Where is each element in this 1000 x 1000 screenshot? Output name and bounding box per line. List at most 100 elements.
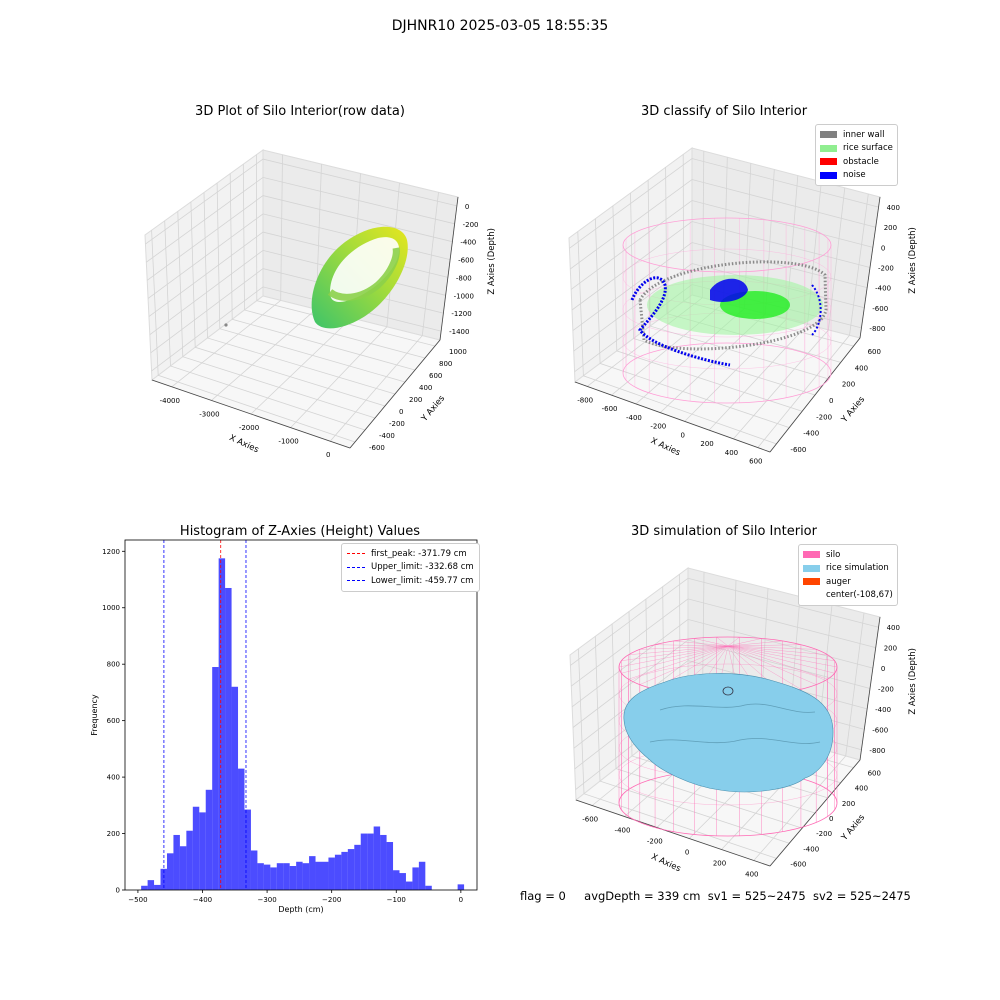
sim-ygrid — [594, 636, 790, 844]
sim-zgrid — [571, 618, 874, 708]
cls-legend-swatch — [820, 171, 837, 179]
cls-ygrid — [612, 205, 803, 412]
cls-y-axis-line — [769, 337, 861, 453]
cls-ygrid — [577, 231, 777, 445]
sim-silo-roof-line — [727, 645, 828, 655]
histogram-y-tick-label: 1000 — [102, 604, 120, 612]
sim-legend-entry: center(-108,67) — [803, 589, 893, 603]
sim-y-tick-label: 600 — [868, 770, 881, 778]
sim-silo-roof-line — [655, 644, 729, 647]
sim-y-tick-label: 0 — [829, 815, 833, 823]
histogram-bar — [354, 844, 361, 890]
sim-legend-swatch — [803, 564, 820, 572]
flag-text: flag = 0 — [520, 889, 566, 903]
histogram-x-tick-label: −300 — [257, 896, 276, 904]
cls-y-tick-label: 200 — [842, 381, 855, 389]
sim-legend-label: rice simulation — [826, 563, 889, 574]
cls-ygrid — [595, 218, 790, 428]
histogram-bar — [367, 833, 374, 890]
sim-center-marker — [722, 686, 734, 696]
histogram-y-tick-label: 0 — [116, 887, 120, 895]
raw-ygrid — [229, 173, 416, 371]
histogram-bar — [231, 686, 239, 890]
histogram-bar — [380, 834, 387, 890]
cls-legend-swatch — [820, 131, 837, 139]
raw-z-tick-label: 0 — [465, 203, 469, 211]
cls-x-tick-label: -600 — [602, 405, 618, 413]
sim-z-axis-label: Z Axies (Depth) — [908, 648, 918, 715]
histogram-bar — [457, 884, 465, 890]
raw-y-tick-label: 400 — [419, 384, 432, 392]
histogram-bar — [238, 768, 245, 890]
raw-x-tick-label: -3000 — [199, 410, 219, 418]
histogram-bar — [225, 587, 232, 890]
sim-legend-swatch — [803, 551, 820, 559]
cls-x-tick-label: 600 — [749, 458, 762, 466]
raw-z-tick-label: -1000 — [454, 292, 474, 300]
histogram-bar — [399, 873, 406, 890]
histogram-y-tick-label: 400 — [107, 774, 120, 782]
raw-y-tick-label: -400 — [379, 432, 395, 440]
histogram-bar — [276, 863, 284, 890]
cls-x-tick-label: -400 — [626, 414, 642, 422]
sim-y-tick-label: -600 — [790, 860, 806, 868]
histogram-bar — [334, 854, 342, 890]
raw-ygrid — [164, 220, 366, 431]
histogram-bar — [186, 830, 193, 890]
sim-z-tick-label: -400 — [875, 706, 891, 714]
cls-z-tick-label: 400 — [887, 204, 900, 212]
cls-xgrid — [757, 193, 869, 448]
raw-y-tick-label: 600 — [429, 372, 442, 380]
sim-silo-roof-line — [727, 638, 762, 647]
sim-z-tick-label: 0 — [881, 665, 885, 673]
sim-rice-contour — [659, 703, 816, 713]
cls-legend-label: rice surface — [843, 143, 893, 154]
sim-silo-roof-line — [727, 645, 828, 680]
histogram-bar — [315, 861, 322, 890]
sim-y-tick-label: 400 — [855, 785, 868, 793]
sim-x-tick-label: 400 — [745, 871, 758, 879]
sim-silo-roof-line — [727, 645, 802, 690]
histogram-y-tick-label: 600 — [107, 717, 120, 725]
cls-z-tick-label: -600 — [872, 305, 888, 313]
histogram-frame — [124, 539, 478, 891]
histogram-x-axis-label: Depth (cm) — [278, 905, 323, 914]
sim-x-tick-label: -200 — [647, 838, 663, 846]
raw-zgrid — [146, 176, 455, 263]
histogram-bar — [244, 809, 251, 890]
cls-y-tick-label: 400 — [855, 364, 868, 372]
histogram-bar — [147, 880, 155, 890]
histogram-bar — [302, 863, 310, 890]
histogram-legend-entry: Upper_limit: -332.68 cm — [347, 561, 474, 575]
raw-z-tick-label: -400 — [460, 239, 476, 247]
simulation-legend: silo rice simulation auger center(-108,67) — [798, 544, 898, 606]
sim-z-tick-label: 400 — [887, 624, 900, 632]
raw-z-tick-label: -600 — [458, 257, 474, 265]
histogram-y-tick-label: 200 — [107, 830, 120, 838]
raw-x-axis-line — [151, 379, 351, 449]
histogram-x-tick-label: 0 — [459, 896, 463, 904]
raw-zgrid — [146, 195, 453, 281]
cls-y-tick-label: -200 — [816, 413, 832, 421]
histogram-bar — [321, 861, 329, 890]
cls-z-tick-label: -400 — [875, 285, 891, 293]
sim-zgrid — [573, 660, 868, 749]
sim-legend-entry: auger — [803, 575, 893, 589]
sim-x-tick-label: 200 — [713, 860, 726, 868]
sim-x-axis-line — [575, 799, 771, 867]
sim-silo-roof-line — [621, 645, 729, 661]
raw-ygrid — [177, 211, 376, 419]
cls-x-tick-label: 400 — [725, 449, 738, 457]
histogram-legend-label: first_peak: -371.79 cm — [371, 548, 467, 559]
sim-silo-roof-line — [694, 638, 729, 647]
sim-z-tick-label: -200 — [878, 686, 894, 694]
cls-z-tick-label: 200 — [884, 224, 897, 232]
raw-ygrid — [151, 230, 356, 443]
cls-noise-edge — [811, 284, 822, 336]
sim-ygrid — [578, 648, 777, 859]
sim-silo-roof-line — [673, 640, 729, 647]
sim-silo-roof-line — [727, 645, 835, 661]
histogram-bar — [218, 558, 226, 890]
histogram-bar — [425, 885, 432, 890]
